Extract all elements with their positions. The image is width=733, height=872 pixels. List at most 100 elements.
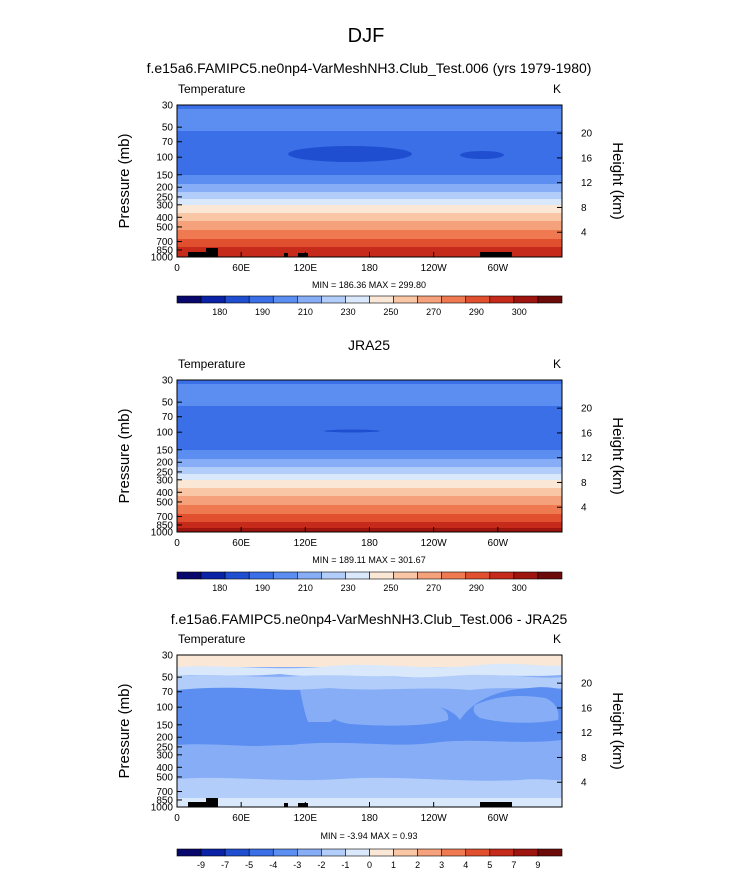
colorbar-swatch	[537, 848, 563, 857]
colorbar-swatch	[393, 295, 418, 304]
y2-axis-label: Height (km)	[609, 692, 626, 770]
pressure-tick-label: 100	[156, 428, 173, 439]
x-tick-label: 60E	[232, 263, 250, 274]
colorbar-swatch	[393, 848, 418, 857]
colorbar-label: 2	[415, 860, 420, 870]
colorbar-label: 210	[298, 583, 313, 593]
pressure-tick-label: 70	[162, 687, 174, 698]
pressure-tick-label: 400	[156, 213, 173, 224]
colorbar-label: 0	[367, 860, 372, 870]
pressure-tick-label: 70	[162, 137, 174, 148]
pressure-tick-label: 1000	[151, 803, 174, 814]
y2-axis-label: Height (km)	[609, 417, 626, 495]
height-tick-label: 12	[581, 453, 593, 464]
pressure-tick-label: 700	[156, 787, 173, 798]
colorbar-label: -5	[245, 860, 253, 870]
panel-left-label: Temperature	[178, 632, 246, 646]
colorbar-label: 270	[426, 583, 441, 593]
x-tick-label: 0	[174, 813, 180, 824]
y-axis-label: Pressure (mb)	[116, 133, 133, 228]
height-tick-label: 4	[581, 778, 587, 789]
x-tick-label: 60W	[488, 813, 509, 824]
temp-band-700	[177, 239, 562, 247]
pressure-tick-label: 200	[156, 733, 173, 744]
x-tick-label: 180	[361, 538, 378, 549]
colorbar-swatch	[489, 848, 515, 857]
cold-pocket-180	[288, 146, 412, 162]
contour-plot	[177, 655, 562, 807]
colorbar-label: -1	[341, 860, 349, 870]
stats-label: MIN = -3.94 MAX = 0.93	[320, 831, 417, 841]
temp-band-150	[177, 450, 562, 459]
height-tick-label: 12	[581, 728, 593, 739]
colorbar-swatch	[345, 848, 370, 857]
colorbar-swatch	[224, 848, 250, 857]
colorbar-swatch	[417, 295, 442, 304]
colorbar-label: 1	[391, 860, 396, 870]
colorbar-swatch	[321, 571, 346, 580]
y2-axis-label: Height (km)	[609, 142, 626, 220]
terrain-mask	[284, 253, 288, 257]
colorbar-swatch	[297, 848, 322, 857]
stats-label: MIN = 189.11 MAX = 301.67	[312, 555, 425, 565]
colorbar-label: 250	[383, 583, 398, 593]
colorbar-swatch	[321, 848, 346, 857]
pressure-tick-label: 200	[156, 458, 173, 469]
terrain-mask	[206, 798, 218, 807]
temp-band-700	[177, 514, 562, 522]
pressure-tick-label: 70	[162, 412, 174, 423]
terrain-mask	[284, 803, 288, 807]
x-tick-label: 0	[174, 538, 180, 549]
colorbar-swatch	[345, 571, 370, 580]
colorbar-swatch	[441, 848, 467, 857]
colorbar-label: -3	[293, 860, 301, 870]
colorbar-swatch	[321, 295, 346, 304]
colorbar-swatch	[297, 295, 322, 304]
colorbar-swatch	[297, 571, 322, 580]
temp-band-500	[177, 496, 562, 505]
panel-units-label: K	[553, 632, 561, 646]
colorbar-label: -4	[269, 860, 277, 870]
pressure-tick-label: 400	[156, 488, 173, 499]
panel-title: f.e15a6.FAMIPC5.ne0np4-VarMeshNH3.Club_T…	[147, 60, 592, 76]
pressure-tick-label: 50	[162, 673, 174, 684]
colorbar-swatch	[513, 295, 539, 304]
temp-band-600	[177, 230, 562, 239]
x-tick-label: 180	[361, 263, 378, 274]
colorbar-swatch	[200, 571, 226, 580]
x-tick-label: 60E	[232, 813, 250, 824]
panel-title: f.e15a6.FAMIPC5.ne0np4-VarMeshNH3.Club_T…	[171, 611, 568, 627]
pressure-tick-label: 250	[156, 742, 173, 753]
colorbar-label: 3	[439, 860, 444, 870]
pressure-tick-label: 150	[156, 720, 173, 731]
height-tick-label: 20	[581, 129, 593, 140]
height-tick-label: 4	[581, 228, 587, 239]
temp-band-400	[177, 205, 562, 213]
temp-band-30	[177, 380, 562, 384]
colorbar-label: 5	[487, 860, 492, 870]
colorbar-label: 180	[212, 583, 227, 593]
pressure-tick-label: 250	[156, 192, 173, 203]
x-tick-label: 120E	[294, 538, 318, 549]
height-tick-label: 16	[581, 428, 593, 439]
figure-title: DJF	[348, 25, 385, 47]
diff-band-lower	[177, 741, 562, 780]
pressure-tick-label: 850	[156, 795, 173, 806]
colorbar-label: 230	[341, 583, 356, 593]
colorbar-label: 300	[512, 583, 527, 593]
diff-pocket-lighter-2	[473, 696, 559, 723]
pressure-tick-label: 30	[162, 376, 174, 387]
x-tick-label: 120W	[421, 538, 448, 549]
colorbar-swatch	[272, 295, 298, 304]
pressure-tick-label: 850	[156, 520, 173, 531]
height-tick-label: 16	[581, 703, 593, 714]
temp-band-150	[177, 175, 562, 184]
colorbar-swatch	[417, 571, 442, 580]
colorbar-label: 290	[469, 307, 484, 317]
x-tick-label: 60W	[488, 538, 509, 549]
colorbar-swatch	[369, 295, 394, 304]
temp-band-450	[177, 213, 562, 221]
height-tick-label: 8	[581, 753, 587, 764]
pressure-tick-label: 50	[162, 123, 174, 134]
